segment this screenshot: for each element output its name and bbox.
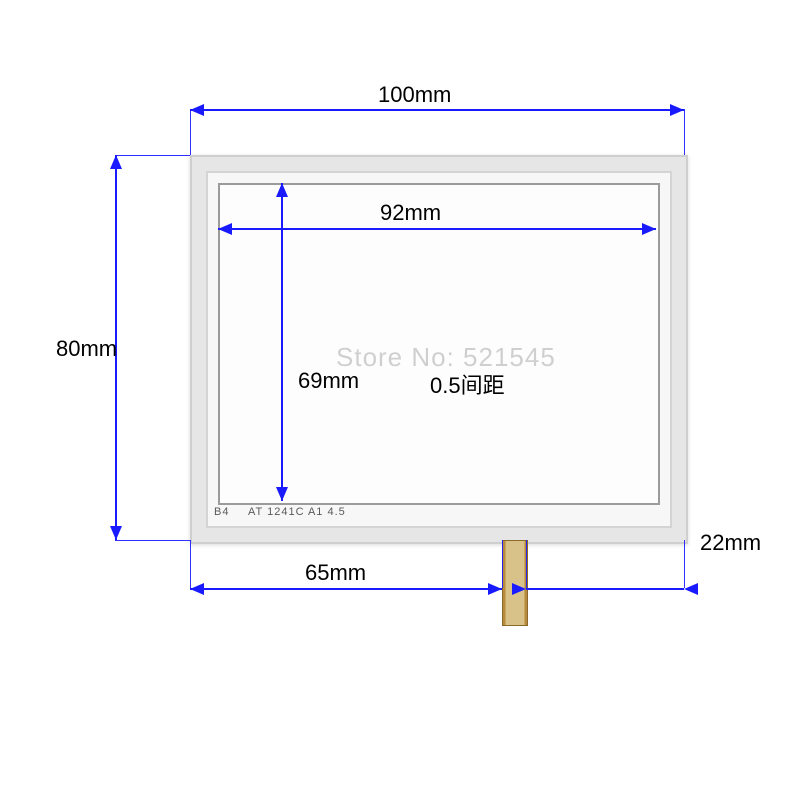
dim-inner-height [281,183,283,501]
dim-label-inner-width: 92mm [380,200,441,226]
dim-cable-offset-left [190,588,502,590]
store-watermark: Store No: 521545 [336,342,556,373]
dim-inner-width [218,228,656,230]
dim-label-outer-height: 80mm [56,336,117,362]
dim-label-cable-offset-left: 65mm [305,560,366,586]
dim-label-cable-offset-right: 22mm [700,530,761,556]
dim-label-outer-width: 100mm [378,82,451,108]
dim-cable-offset-right [526,588,684,590]
dim-outer-width [190,109,684,111]
panel-print-model: AT 1241C A1 4.5 [248,506,346,518]
panel-print-b4: B4 [214,506,229,518]
